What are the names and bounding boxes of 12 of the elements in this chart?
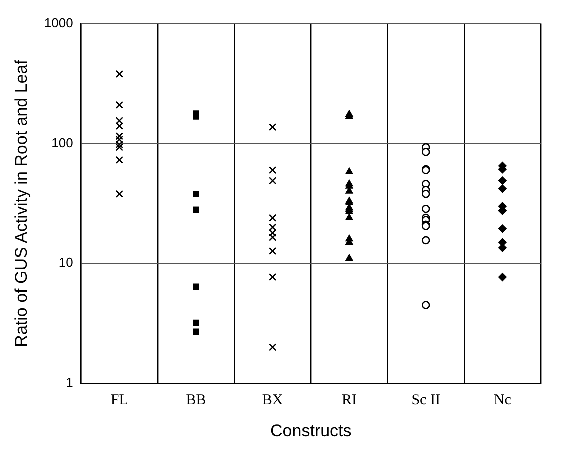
y-tick-label: 100 [52,135,74,150]
y-axis-title: Ratio of GUS Activity in Root and Leaf [12,60,31,348]
x-tick-label: Sc II [412,392,440,409]
y-tick-label: 1000 [44,15,74,30]
y-tick-label: 10 [58,255,74,270]
x-tick-label: BB [186,392,206,409]
y-tick-label: 1 [66,375,74,390]
x-tick-label: Nc [494,392,512,409]
x-tick-label: FL [110,392,128,409]
x-tick-label: RI [342,392,357,409]
x-tick-label: BX [262,392,284,409]
x-axis-title: Constructs [270,421,352,440]
